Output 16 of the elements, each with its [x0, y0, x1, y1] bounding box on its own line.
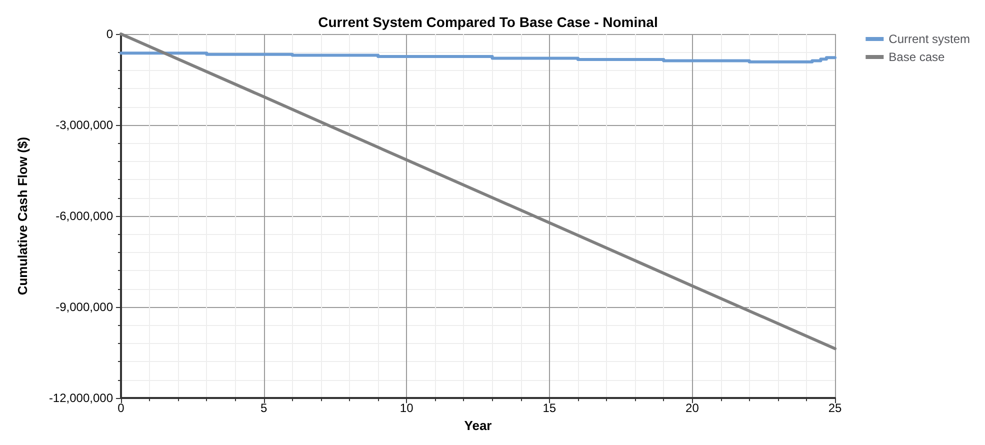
x-tick-label: 5	[260, 401, 268, 416]
y-tick-label: -9,000,000	[56, 300, 114, 314]
y-tick-label: 0	[106, 27, 114, 41]
x-tick-label: 20	[686, 401, 700, 416]
y-tick-label: -3,000,000	[56, 118, 114, 132]
x-tick-label: 10	[400, 401, 414, 416]
x-tick-label: 0	[118, 401, 125, 416]
x-tick-label: 15	[542, 401, 556, 416]
y-axis-title: Cumulative Cash Flow ($)	[15, 136, 30, 296]
chart-title: Current System Compared To Base Case - Nominal	[318, 14, 658, 30]
y-tick-label: -12,000,000	[48, 391, 114, 406]
legend-label: Current system	[888, 32, 970, 46]
legend-label: Base case	[888, 50, 946, 64]
x-axis-title: Year	[464, 418, 492, 433]
x-tick-label: 25	[828, 401, 842, 416]
y-tick-label: -6,000,000	[56, 209, 114, 224]
